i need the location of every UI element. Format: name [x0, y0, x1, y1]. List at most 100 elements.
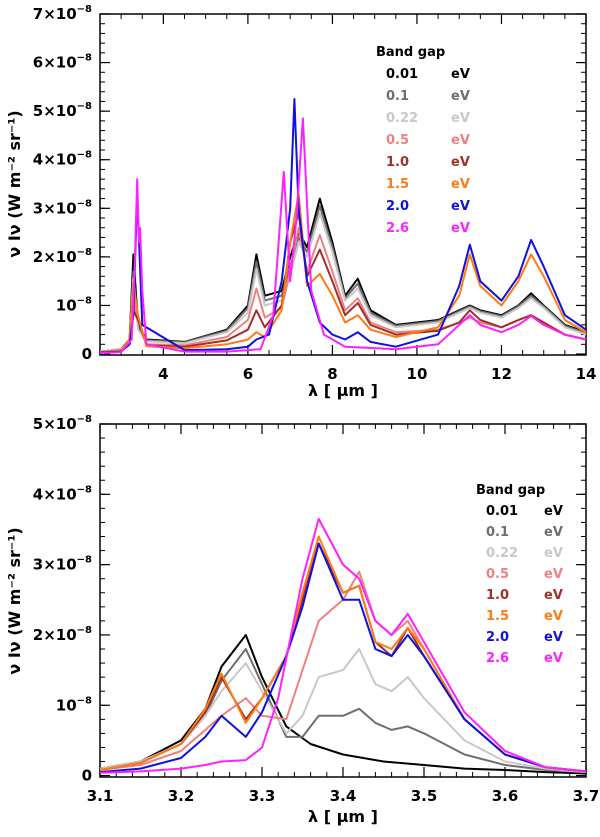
series-line-2-6: [100, 517, 586, 774]
legend-value: 1.0: [486, 588, 509, 603]
x-axis-label: λ [ μm ]: [308, 381, 378, 400]
y-tick-exponent: −8: [77, 484, 92, 495]
y-tick-mantissa: 10: [56, 296, 77, 314]
x-tick-label: 4: [158, 365, 168, 383]
y-tick-label: 2×10−8: [33, 247, 92, 266]
legend-value: 0.22: [486, 546, 518, 561]
x-axis-label: λ [ μm ]: [308, 807, 378, 826]
legend-value: 1.5: [386, 177, 409, 192]
series-line-1-5: [100, 192, 586, 354]
y-tick-label: 10−8: [56, 295, 92, 314]
y-axis-label: ν Iν (W m⁻² sr⁻¹): [5, 110, 24, 257]
x-tick-label: 3.2: [168, 787, 195, 805]
legend-title: Band gap: [476, 483, 545, 498]
y-tick-mantissa: 3×10: [33, 199, 77, 217]
legend-unit: eV: [451, 111, 470, 126]
y-tick-label: 7×10−8: [33, 4, 92, 23]
chart-full-spectrum: 4 6 8 10 12 14010−82×10−83×10−84×10−85×10−86×…: [5, 4, 596, 400]
series-line-0-22: [100, 648, 586, 774]
y-tick-label: 5×10−8: [33, 414, 92, 433]
legend-value: 0.5: [386, 133, 409, 148]
y-tick-label: 5×10−8: [33, 101, 92, 120]
y-tick-exponent: −8: [77, 53, 92, 64]
legend: Band gap 0.01 eV 0.1 eV 0.22 eV 0.5 eV 1.0 eV 1.5 eV…: [476, 483, 563, 666]
x-tick-label: 3.7: [573, 787, 600, 805]
legend: Band gap 0.01 eV 0.1 eV 0.22 eV 0.5 eV 1.0 eV 1.5 eV…: [376, 45, 470, 236]
legend-value: 0.22: [386, 111, 418, 126]
y-tick-mantissa: 2×10: [33, 248, 77, 266]
y-tick-label: 0: [82, 345, 92, 363]
series-line-1-5: [100, 535, 586, 773]
y-tick-mantissa: 4×10: [33, 151, 77, 169]
legend-unit: eV: [544, 546, 563, 561]
legend-value: 2.0: [386, 199, 409, 214]
y-tick-mantissa: 6×10: [33, 54, 77, 72]
y-tick-exponent: −8: [77, 295, 92, 306]
x-tick-label: 6: [243, 365, 253, 383]
y-tick-label: 10−8: [56, 695, 92, 714]
y-tick-mantissa: 3×10: [33, 556, 77, 574]
y-tick-exponent: −8: [77, 695, 92, 706]
legend-unit: eV: [451, 155, 470, 170]
y-tick-exponent: −8: [77, 625, 92, 636]
series-line-2-0: [100, 98, 586, 354]
legend-unit: eV: [451, 221, 470, 236]
y-tick-exponent: −8: [77, 414, 92, 425]
x-tick-label: 3.5: [411, 787, 438, 805]
x-tick-label: 12: [491, 365, 512, 383]
y-tick-exponent: −8: [77, 555, 92, 566]
series-line-0-01: [100, 197, 586, 353]
series-group: [100, 517, 586, 775]
y-tick-mantissa: 4×10: [33, 485, 77, 503]
y-tick-label: 2×10−8: [33, 625, 92, 644]
y-tick-label: 3×10−8: [33, 555, 92, 574]
y-tick-mantissa: 7×10: [33, 5, 77, 23]
y-tick-mantissa: 2×10: [33, 626, 77, 644]
series-line-0-01: [100, 634, 586, 775]
y-tick-exponent: −8: [77, 4, 92, 15]
y-tick-mantissa: 5×10: [33, 102, 77, 120]
y-axis-label: ν Iν (W m⁻² sr⁻¹): [5, 527, 24, 674]
legend-value: 0.01: [486, 504, 518, 519]
legend-value: 2.6: [386, 221, 409, 236]
plot-frame: [99, 13, 587, 356]
legend-value: 1.5: [486, 609, 509, 624]
legend-unit: eV: [451, 199, 470, 214]
y-tick-mantissa: 0: [82, 345, 92, 363]
legend-unit: eV: [544, 651, 563, 666]
series-line-2-0: [100, 542, 586, 774]
series-line-0-1: [100, 204, 586, 353]
series-line-2-6: [100, 117, 586, 355]
y-tick-label: 3×10−8: [33, 198, 92, 217]
x-tick-label: 3.6: [492, 787, 519, 805]
legend-unit: eV: [544, 504, 563, 519]
y-tick-mantissa: 5×10: [33, 415, 77, 433]
x-tick-label: 14: [576, 365, 597, 383]
legend-unit: eV: [451, 67, 470, 82]
series-line-1-0: [100, 542, 586, 773]
legend-unit: eV: [544, 588, 563, 603]
series-line-0-5: [100, 570, 586, 773]
legend-unit: eV: [544, 630, 563, 645]
legend-unit: eV: [451, 177, 470, 192]
chart-zoom-3um: 3.1 3.2 3.3 3.4 3.5 3.6 3.7010−82×10−83×10−84×…: [5, 414, 599, 826]
y-tick-exponent: −8: [77, 101, 92, 112]
y-tick-exponent: −8: [77, 198, 92, 209]
legend-unit: eV: [544, 609, 563, 624]
series-group: [100, 98, 586, 355]
y-tick-label: 6×10−8: [33, 53, 92, 72]
legend-value: 2.6: [486, 651, 509, 666]
legend-title: Band gap: [376, 45, 445, 60]
x-tick-label: 8: [327, 365, 337, 383]
legend-value: 0.1: [386, 89, 409, 104]
y-tick-mantissa: 0: [82, 767, 92, 785]
legend-unit: eV: [544, 567, 563, 582]
legend-value: 0.01: [386, 67, 418, 82]
legend-value: 2.0: [486, 630, 509, 645]
y-tick-exponent: −8: [77, 247, 92, 258]
y-tick-label: 0: [82, 767, 92, 785]
x-tick-label: 3.1: [87, 787, 114, 805]
legend-unit: eV: [451, 133, 470, 148]
legend-value: 1.0: [386, 155, 409, 170]
